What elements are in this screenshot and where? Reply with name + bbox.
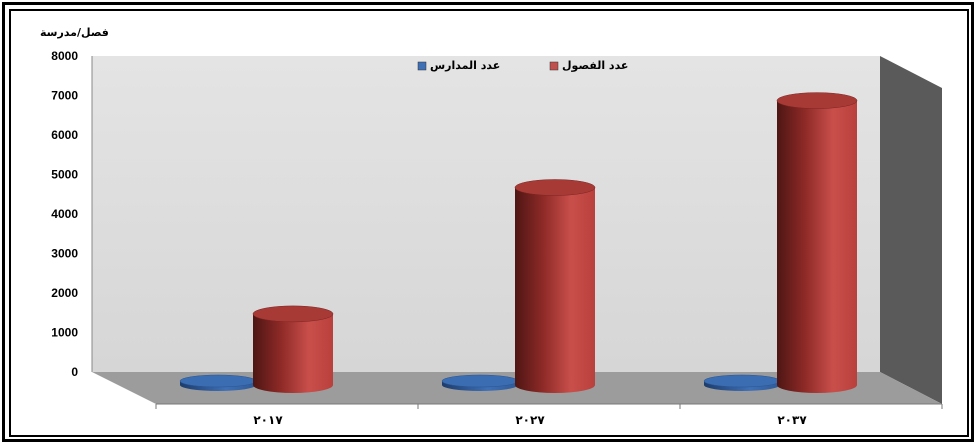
- bar-classes: [776, 92, 858, 393]
- bar-classes: [514, 179, 596, 393]
- y-axis-unit-label: فصل/مدرسة: [40, 26, 109, 39]
- bar-schools: [179, 374, 257, 391]
- y-tick-label: 5000: [51, 168, 78, 182]
- bar-schools: [441, 374, 519, 391]
- inner-frame: [9, 9, 969, 437]
- bar-classes-top: [252, 305, 334, 323]
- bar-classes-body: [253, 313, 333, 393]
- bar-classes-top: [776, 92, 858, 109]
- y-tick-label: 7000: [51, 89, 78, 103]
- bar-schools-top: [703, 374, 781, 388]
- bar-schools-top: [179, 374, 257, 388]
- y-tick-label: 8000: [51, 49, 78, 63]
- x-tick-label: ٢٠٣٧: [777, 413, 807, 427]
- back-wall: [92, 56, 880, 372]
- legend-swatch: [549, 61, 559, 71]
- bar-classes: [252, 305, 334, 393]
- x-tick-label: ٢٠١٧: [253, 413, 283, 427]
- bar-classes-body: [515, 187, 595, 393]
- bar-classes-body: [777, 100, 857, 393]
- y-tick-label: 4000: [51, 207, 78, 221]
- y-tick-label: 0: [71, 365, 78, 379]
- bar-schools-top: [441, 374, 519, 388]
- legend-swatch: [417, 61, 427, 71]
- legend-label: عدد الفصول: [562, 59, 628, 72]
- side-wall: [880, 56, 942, 404]
- x-tick-label: ٢٠٢٧: [515, 413, 545, 427]
- bar-classes-top: [514, 179, 596, 196]
- y-tick-label: 3000: [51, 247, 78, 261]
- y-tick-label: 1000: [51, 326, 78, 340]
- bar-schools: [703, 374, 781, 391]
- y-tick-label: 2000: [51, 286, 78, 300]
- legend-label: عدد المدارس: [430, 59, 500, 72]
- y-tick-label: 6000: [51, 128, 78, 142]
